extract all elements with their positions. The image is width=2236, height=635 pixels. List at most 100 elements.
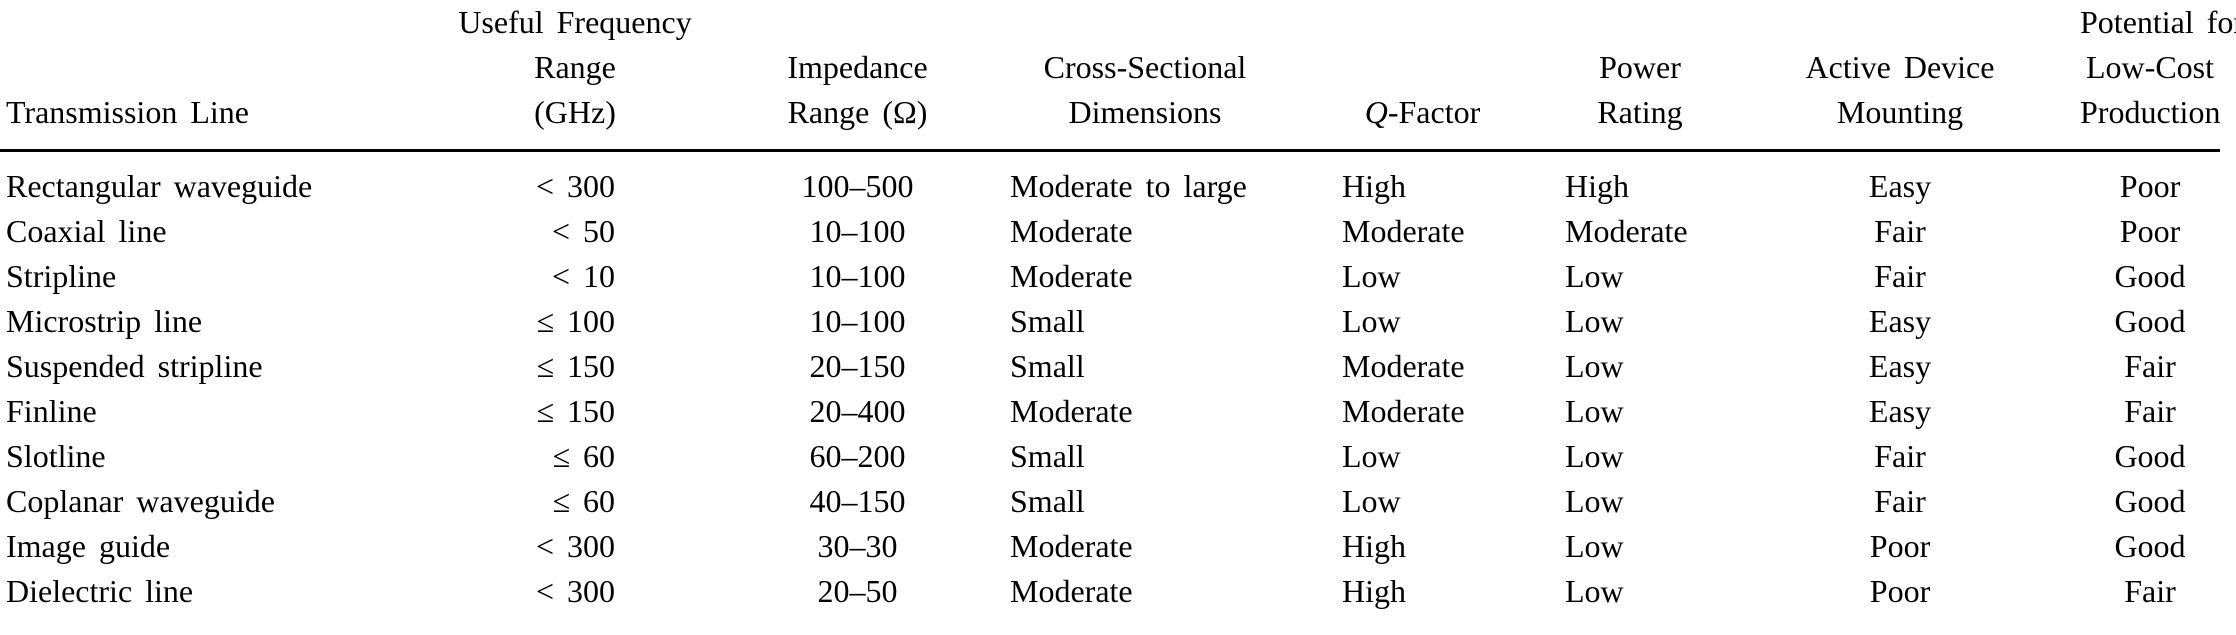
cell-dimensions: Moderate to large bbox=[1010, 168, 1247, 204]
cell-dimensions: Moderate bbox=[1010, 528, 1133, 564]
cell-transmission-line: Coaxial line bbox=[6, 213, 167, 249]
cell-production: Fair bbox=[2124, 573, 2176, 609]
cell-frequency-range: ≤ 60 bbox=[552, 438, 615, 474]
table-row: Finline ≤ 150 20–400 Moderate Moderate L… bbox=[0, 389, 2220, 434]
header-row: Transmission Line Useful Frequency Range… bbox=[0, 0, 2236, 152]
cell-transmission-line: Dielectric line bbox=[6, 573, 194, 609]
cell-device-mounting: Easy bbox=[1868, 168, 1932, 204]
header-label: Range bbox=[534, 49, 616, 85]
cell-impedance-range: 20–400 bbox=[809, 393, 906, 429]
cell-q-factor: Moderate bbox=[1342, 348, 1465, 384]
header-label: Impedance bbox=[787, 49, 928, 85]
cell-production: Poor bbox=[2119, 213, 2181, 249]
cell-dimensions: Small bbox=[1010, 348, 1085, 384]
cell-dimensions: Moderate bbox=[1010, 573, 1133, 609]
transmission-line-comparison-table: Transmission Line Useful Frequency Range… bbox=[0, 0, 2236, 615]
cell-device-mounting: Easy bbox=[1868, 393, 1932, 429]
cell-dimensions: Small bbox=[1010, 438, 1085, 474]
cell-q-factor: Low bbox=[1342, 258, 1401, 294]
table-row: Suspended stripline ≤ 150 20–150 Small M… bbox=[0, 344, 2220, 389]
cell-device-mounting: Easy bbox=[1868, 303, 1932, 339]
cell-device-mounting: Poor bbox=[1869, 528, 1931, 564]
cell-device-mounting: Fair bbox=[1874, 438, 1926, 474]
cell-q-factor: Low bbox=[1342, 483, 1401, 519]
header-label: Potential for bbox=[2080, 4, 2236, 40]
header-label: Cross-Sectional bbox=[1043, 49, 1247, 85]
cell-q-factor: Low bbox=[1342, 438, 1401, 474]
header-label: Active Device bbox=[1805, 49, 1995, 85]
column-header-transmission-line: Transmission Line bbox=[0, 0, 440, 152]
cell-frequency-range: ≤ 100 bbox=[536, 303, 615, 339]
cell-frequency-range: ≤ 150 bbox=[536, 348, 615, 384]
cell-production: Poor bbox=[2119, 168, 2181, 204]
cell-device-mounting: Easy bbox=[1868, 348, 1932, 384]
cell-q-factor: High bbox=[1342, 168, 1406, 204]
cell-impedance-range: 40–150 bbox=[809, 483, 906, 519]
table-row: Rectangular waveguide < 300 100–500 Mode… bbox=[0, 151, 2220, 210]
cell-production: Fair bbox=[2124, 348, 2176, 384]
header-label: Low-Cost bbox=[2086, 49, 2214, 85]
cell-q-factor: High bbox=[1342, 573, 1406, 609]
column-header-cross-sectional-dimensions: Cross-Sectional Dimensions bbox=[1005, 0, 1285, 152]
cell-dimensions: Small bbox=[1010, 483, 1085, 519]
header-label: Dimensions bbox=[1068, 94, 1222, 130]
cell-impedance-range: 20–150 bbox=[809, 348, 906, 384]
cell-q-factor: High bbox=[1342, 528, 1406, 564]
table-body: Rectangular waveguide < 300 100–500 Mode… bbox=[0, 151, 2220, 615]
cell-frequency-range: < 300 bbox=[535, 528, 615, 564]
cell-power-rating: Low bbox=[1565, 303, 1624, 339]
column-header-q-factor: Q-Factor bbox=[1285, 0, 1560, 152]
table-row: Coaxial line < 50 10–100 Moderate Modera… bbox=[0, 209, 2220, 254]
cell-power-rating: Low bbox=[1565, 483, 1624, 519]
cell-power-rating: Moderate bbox=[1565, 213, 1688, 249]
column-header-active-device-mounting: Active Device Mounting bbox=[1720, 0, 2080, 152]
cell-impedance-range: 10–100 bbox=[809, 213, 906, 249]
q-italic: Q bbox=[1364, 94, 1388, 130]
q-rest: -Factor bbox=[1387, 94, 1481, 130]
cell-device-mounting: Poor bbox=[1869, 573, 1931, 609]
header-label: Range (Ω) bbox=[787, 94, 928, 130]
column-header-power-rating: Power Rating bbox=[1560, 0, 1720, 152]
cell-power-rating: Low bbox=[1565, 348, 1624, 384]
cell-power-rating: Low bbox=[1565, 258, 1624, 294]
table-row: Slotline ≤ 60 60–200 Small Low Low Fair … bbox=[0, 434, 2220, 479]
header-label: Transmission Line bbox=[6, 94, 249, 130]
cell-power-rating: Low bbox=[1565, 573, 1624, 609]
cell-production: Fair bbox=[2124, 393, 2176, 429]
cell-device-mounting: Fair bbox=[1874, 483, 1926, 519]
cell-transmission-line: Coplanar waveguide bbox=[6, 483, 275, 519]
cell-power-rating: Low bbox=[1565, 393, 1624, 429]
cell-frequency-range: < 10 bbox=[551, 258, 615, 294]
cell-dimensions: Moderate bbox=[1010, 258, 1133, 294]
cell-q-factor: Moderate bbox=[1342, 213, 1465, 249]
cell-transmission-line: Suspended stripline bbox=[6, 348, 263, 384]
cell-power-rating: High bbox=[1565, 168, 1629, 204]
table-header: Transmission Line Useful Frequency Range… bbox=[0, 0, 2236, 152]
header-label: Rating bbox=[1597, 94, 1683, 130]
cell-transmission-line: Rectangular waveguide bbox=[6, 168, 313, 204]
cell-frequency-range: ≤ 150 bbox=[536, 393, 615, 429]
table-row: Coplanar waveguide ≤ 60 40–150 Small Low… bbox=[0, 479, 2220, 524]
cell-impedance-range: 20–50 bbox=[817, 573, 898, 609]
header-label: Power bbox=[1599, 49, 1681, 85]
table-row: Image guide < 300 30–30 Moderate High Lo… bbox=[0, 524, 2220, 569]
header-label: Mounting bbox=[1836, 94, 1964, 130]
cell-impedance-range: 100–500 bbox=[801, 168, 914, 204]
cell-impedance-range: 10–100 bbox=[809, 258, 906, 294]
table-row: Microstrip line ≤ 100 10–100 Small Low L… bbox=[0, 299, 2220, 344]
cell-production: Good bbox=[2114, 438, 2186, 474]
column-header-low-cost-production: Potential for Low-Cost Production bbox=[2080, 0, 2236, 152]
cell-transmission-line: Finline bbox=[6, 393, 97, 429]
cell-frequency-range: < 300 bbox=[535, 573, 615, 609]
cell-frequency-range: < 300 bbox=[535, 168, 615, 204]
cell-frequency-range: < 50 bbox=[551, 213, 615, 249]
table-row: Dielectric line < 300 20–50 Moderate Hig… bbox=[0, 569, 2220, 614]
header-label: Production bbox=[2080, 94, 2221, 130]
header-label: Useful Frequency bbox=[458, 4, 692, 40]
cell-device-mounting: Fair bbox=[1874, 258, 1926, 294]
cell-device-mounting: Fair bbox=[1874, 213, 1926, 249]
cell-transmission-line: Stripline bbox=[6, 258, 117, 294]
cell-impedance-range: 60–200 bbox=[809, 438, 906, 474]
cell-power-rating: Low bbox=[1565, 438, 1624, 474]
cell-dimensions: Moderate bbox=[1010, 213, 1133, 249]
